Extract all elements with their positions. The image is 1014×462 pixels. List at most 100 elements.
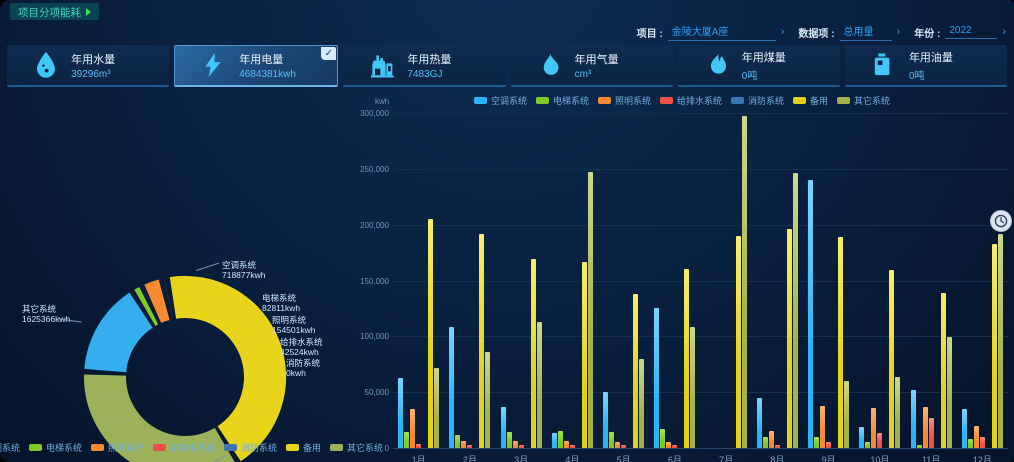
legend-label: 给排水系统	[170, 443, 216, 453]
filter-value-select[interactable]: 总用量	[839, 23, 892, 41]
filter-value-select[interactable]: 金陵大厦A座	[667, 23, 776, 41]
bar-s0-m7	[756, 397, 762, 448]
bar-s6-m6	[741, 116, 747, 448]
kpi-card-0[interactable]: 年用水量 39296m³	[7, 45, 170, 87]
filter-1: 数据项 : 总用量 ›	[798, 23, 900, 41]
donut-label-1: 电梯系统 82811kwh	[262, 293, 300, 313]
donut-label-6: 其它系统 1625366kwh	[22, 304, 70, 324]
bar-panel: 空调系统 电梯系统 照明系统 给排水系统 消防系统 备用 其它系统 kwh 300,000 25…	[360, 92, 1014, 462]
bar-s0-m2	[500, 406, 506, 448]
restore-clock-icon[interactable]	[990, 210, 1012, 232]
legend-item-2[interactable]: 照明系统	[90, 441, 144, 454]
legend-item-4[interactable]: 消防系统	[224, 441, 277, 454]
legend-item-1[interactable]: 电梯系统	[28, 441, 82, 454]
legend-item-5[interactable]: 备用	[793, 94, 828, 107]
legend-item-3[interactable]: 给排水系统	[153, 441, 215, 454]
bar-s2-m9	[871, 407, 877, 448]
legend-swatch	[153, 444, 166, 451]
donut-label-name: 其它系统	[22, 304, 57, 314]
legend-label: 备用	[303, 443, 322, 453]
kpi-card-5[interactable]: 年用油量 0吨	[844, 45, 1008, 87]
bar-s2-m2	[512, 441, 518, 448]
legend-item-2[interactable]: 照明系统	[597, 94, 651, 107]
legend-label: 消防系统	[748, 96, 785, 106]
bar-s5-m3	[581, 261, 587, 448]
page-title-text: 项目分项能耗	[18, 6, 81, 19]
bar-s6-m10	[946, 337, 952, 448]
legend-label: 照明系统	[614, 96, 651, 106]
legend-label: 照明系统	[107, 443, 144, 453]
legend-item-5[interactable]: 备用	[286, 441, 321, 454]
chevron-right-icon[interactable]: ›	[896, 26, 901, 38]
clock-glyph	[994, 214, 1008, 228]
boiler-icon	[367, 50, 397, 80]
chevron-right-icon[interactable]: ›	[1002, 26, 1006, 38]
y-tick-label: 250,000	[360, 164, 389, 174]
kpi-card-3[interactable]: 年用气量 cm³	[510, 45, 673, 87]
donut-slice-6	[83, 374, 235, 462]
donut-label-value: 82811kwh	[262, 303, 301, 313]
donut-label-value: 718877kwh	[222, 270, 266, 280]
bar-s3-m7	[774, 444, 780, 448]
bar-s0-m1	[449, 327, 455, 448]
kpi-card-4[interactable]: 年用煤量 0吨	[677, 45, 840, 87]
legend-item-0[interactable]: 空调系统	[0, 441, 20, 454]
bar-s5-m10	[940, 292, 946, 448]
gridline	[393, 113, 1008, 114]
water-drop-icon	[31, 50, 61, 80]
bar-s1-m8	[814, 436, 820, 448]
kpi-card-row: 年用水量 39296m³ 年用电量 4684381kwh ✓ 年用热量 7483GJ 年用气量…	[7, 45, 1008, 87]
legend-label: 其它系统	[854, 96, 891, 106]
y-tick-label: 50,000	[364, 388, 389, 398]
kpi-card-2[interactable]: 年用热量 7483GJ	[343, 45, 506, 87]
filter-value-select[interactable]: 2022	[945, 25, 998, 39]
bar-s0-m4	[603, 392, 609, 448]
legend-item-6[interactable]: 其它系统	[837, 94, 890, 107]
bar-s2-m7	[768, 431, 774, 448]
bar-s1-m9	[865, 442, 871, 448]
bar-s6-m1	[485, 351, 491, 448]
gridline	[393, 336, 1008, 338]
bar-s6-m11	[997, 233, 1003, 448]
legend-item-0[interactable]: 空调系统	[473, 94, 527, 107]
donut-label-3: 给排水系统 42524kwh	[280, 337, 323, 357]
gridline	[393, 392, 1008, 394]
y-tick-label: 100,000	[360, 332, 389, 342]
bar-s0-m8	[808, 180, 814, 448]
bar-s3-m0	[416, 443, 422, 448]
kpi-card-label: 年用热量	[407, 53, 452, 66]
filter-0: 项目 : 金陵大厦A座 ›	[637, 23, 785, 41]
x-tick-label: 9月	[821, 455, 836, 462]
x-tick-label: 5月	[616, 455, 631, 462]
legend-item-3[interactable]: 给排水系统	[660, 94, 722, 107]
bar-s3-m8	[826, 442, 832, 448]
bar-s1-m5	[660, 429, 666, 448]
bar-s0-m3	[551, 433, 557, 448]
kpi-card-label: 年用水量	[71, 53, 116, 66]
kpi-card-1[interactable]: 年用电量 4684381kwh ✓	[174, 45, 339, 87]
bar-s0-m5	[654, 308, 660, 448]
title-arrow-icon	[86, 8, 91, 16]
bar-s2-m3	[563, 441, 569, 448]
bar-s1-m0	[404, 432, 410, 448]
legend-swatch	[535, 97, 549, 104]
donut-legend: 空调系统 电梯系统 照明系统 给排水系统 消防系统 备用 其它系统	[0, 441, 383, 454]
bar-s3-m5	[672, 444, 678, 448]
bar-s6-m9	[895, 376, 901, 448]
legend-item-1[interactable]: 电梯系统	[535, 94, 589, 107]
legend-item-4[interactable]: 消防系统	[731, 94, 784, 107]
y-tick-label: 300,000	[360, 109, 389, 118]
y-tick-label: 0	[384, 444, 389, 453]
legend-swatch	[330, 444, 344, 451]
bar-s0-m11	[961, 408, 967, 448]
kpi-card-value: 0吨	[741, 70, 758, 82]
legend-swatch	[793, 97, 807, 104]
legend-label: 空调系统	[490, 96, 527, 106]
legend-label: 空调系统	[0, 443, 20, 453]
bar-s3-m3	[569, 444, 575, 448]
legend-swatch	[473, 97, 487, 104]
chevron-right-icon[interactable]: ›	[780, 26, 785, 38]
donut-label-name: 照明系统	[272, 315, 307, 325]
kpi-card-value: cm³	[574, 68, 592, 80]
legend-item-6[interactable]: 其它系统	[330, 441, 383, 454]
